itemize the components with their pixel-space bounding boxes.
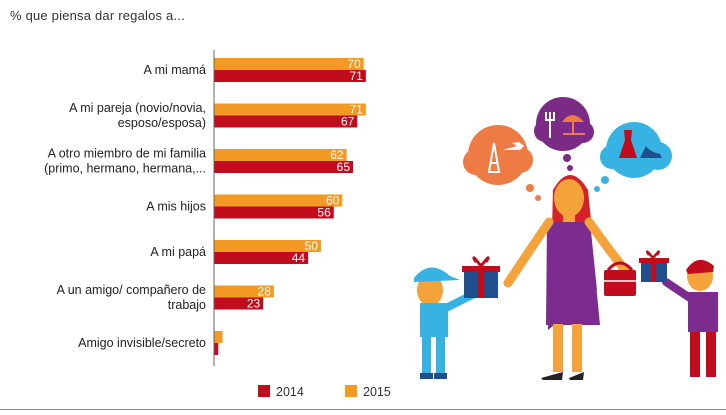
bar-2014 (214, 343, 219, 355)
high-heel-icon (640, 146, 662, 158)
beach-umbrella-icon (562, 115, 585, 135)
bar-2014 (214, 70, 366, 82)
category-label: A mi pareja (novio/novia, esposo/esposa) (69, 101, 206, 130)
thought-bubble-dinner (534, 97, 594, 171)
bar-2014 (214, 252, 309, 264)
value-label-2015: 70 (347, 57, 361, 71)
bar-2015 (214, 58, 364, 70)
value-label-2014: 44 (292, 251, 306, 265)
bar-2015 (214, 331, 223, 343)
bottom-divider (0, 409, 726, 410)
bar-2015 (214, 103, 366, 116)
value-label-2015: 60 (326, 194, 340, 208)
legend-swatch-2014 (258, 385, 270, 397)
value-label-2014: 65 (337, 160, 351, 174)
handbag (604, 261, 636, 296)
legend-label-2014: 2014 (276, 385, 304, 399)
airplane-icon (503, 142, 524, 150)
thought-bubble-fashion (594, 122, 672, 192)
value-label-2015: 71 (350, 103, 364, 117)
category-label: Amigo invisible/secreto (78, 336, 206, 350)
boy-right-figure (662, 259, 718, 377)
category-label: A un amigo/ compañero de trabajo (57, 283, 206, 312)
category-label: A otro miembro de mi familia (primo, herm… (44, 147, 206, 176)
value-label-2014: 23 (247, 297, 261, 311)
gift-box-right (639, 250, 669, 282)
value-label-2015: 62 (330, 148, 344, 162)
bar-2015 (214, 194, 343, 207)
category-label: A mi mamá (143, 63, 206, 77)
bar-2015 (214, 240, 321, 252)
boy-left-figure (414, 267, 478, 379)
value-label-2014: 67 (341, 115, 355, 129)
bar-2014 (214, 115, 358, 128)
dress-icon (619, 130, 637, 158)
category-label: A mis hijos (146, 200, 206, 214)
thought-bubble-travel (463, 125, 541, 201)
chart-title: % que piensa dar regalos a... (10, 8, 185, 23)
bar-2014 (214, 297, 264, 310)
eiffel-tower-icon (487, 142, 501, 173)
value-label-2015: 50 (305, 239, 319, 253)
gift-box-left (462, 256, 500, 298)
bar-2015 (214, 285, 274, 298)
value-label-2014: 71 (350, 69, 364, 83)
category-label: A mi papá (150, 245, 206, 259)
value-label-2015: 28 (258, 285, 272, 299)
bar-2014 (214, 161, 354, 173)
bar-2014 (214, 206, 334, 219)
legend-swatch-2015 (345, 385, 357, 397)
bar-2015 (214, 149, 347, 161)
legend-label-2015: 2015 (363, 385, 391, 399)
value-label-2014: 56 (317, 206, 331, 220)
cutlery-icon (545, 112, 555, 138)
woman-figure (503, 175, 630, 380)
